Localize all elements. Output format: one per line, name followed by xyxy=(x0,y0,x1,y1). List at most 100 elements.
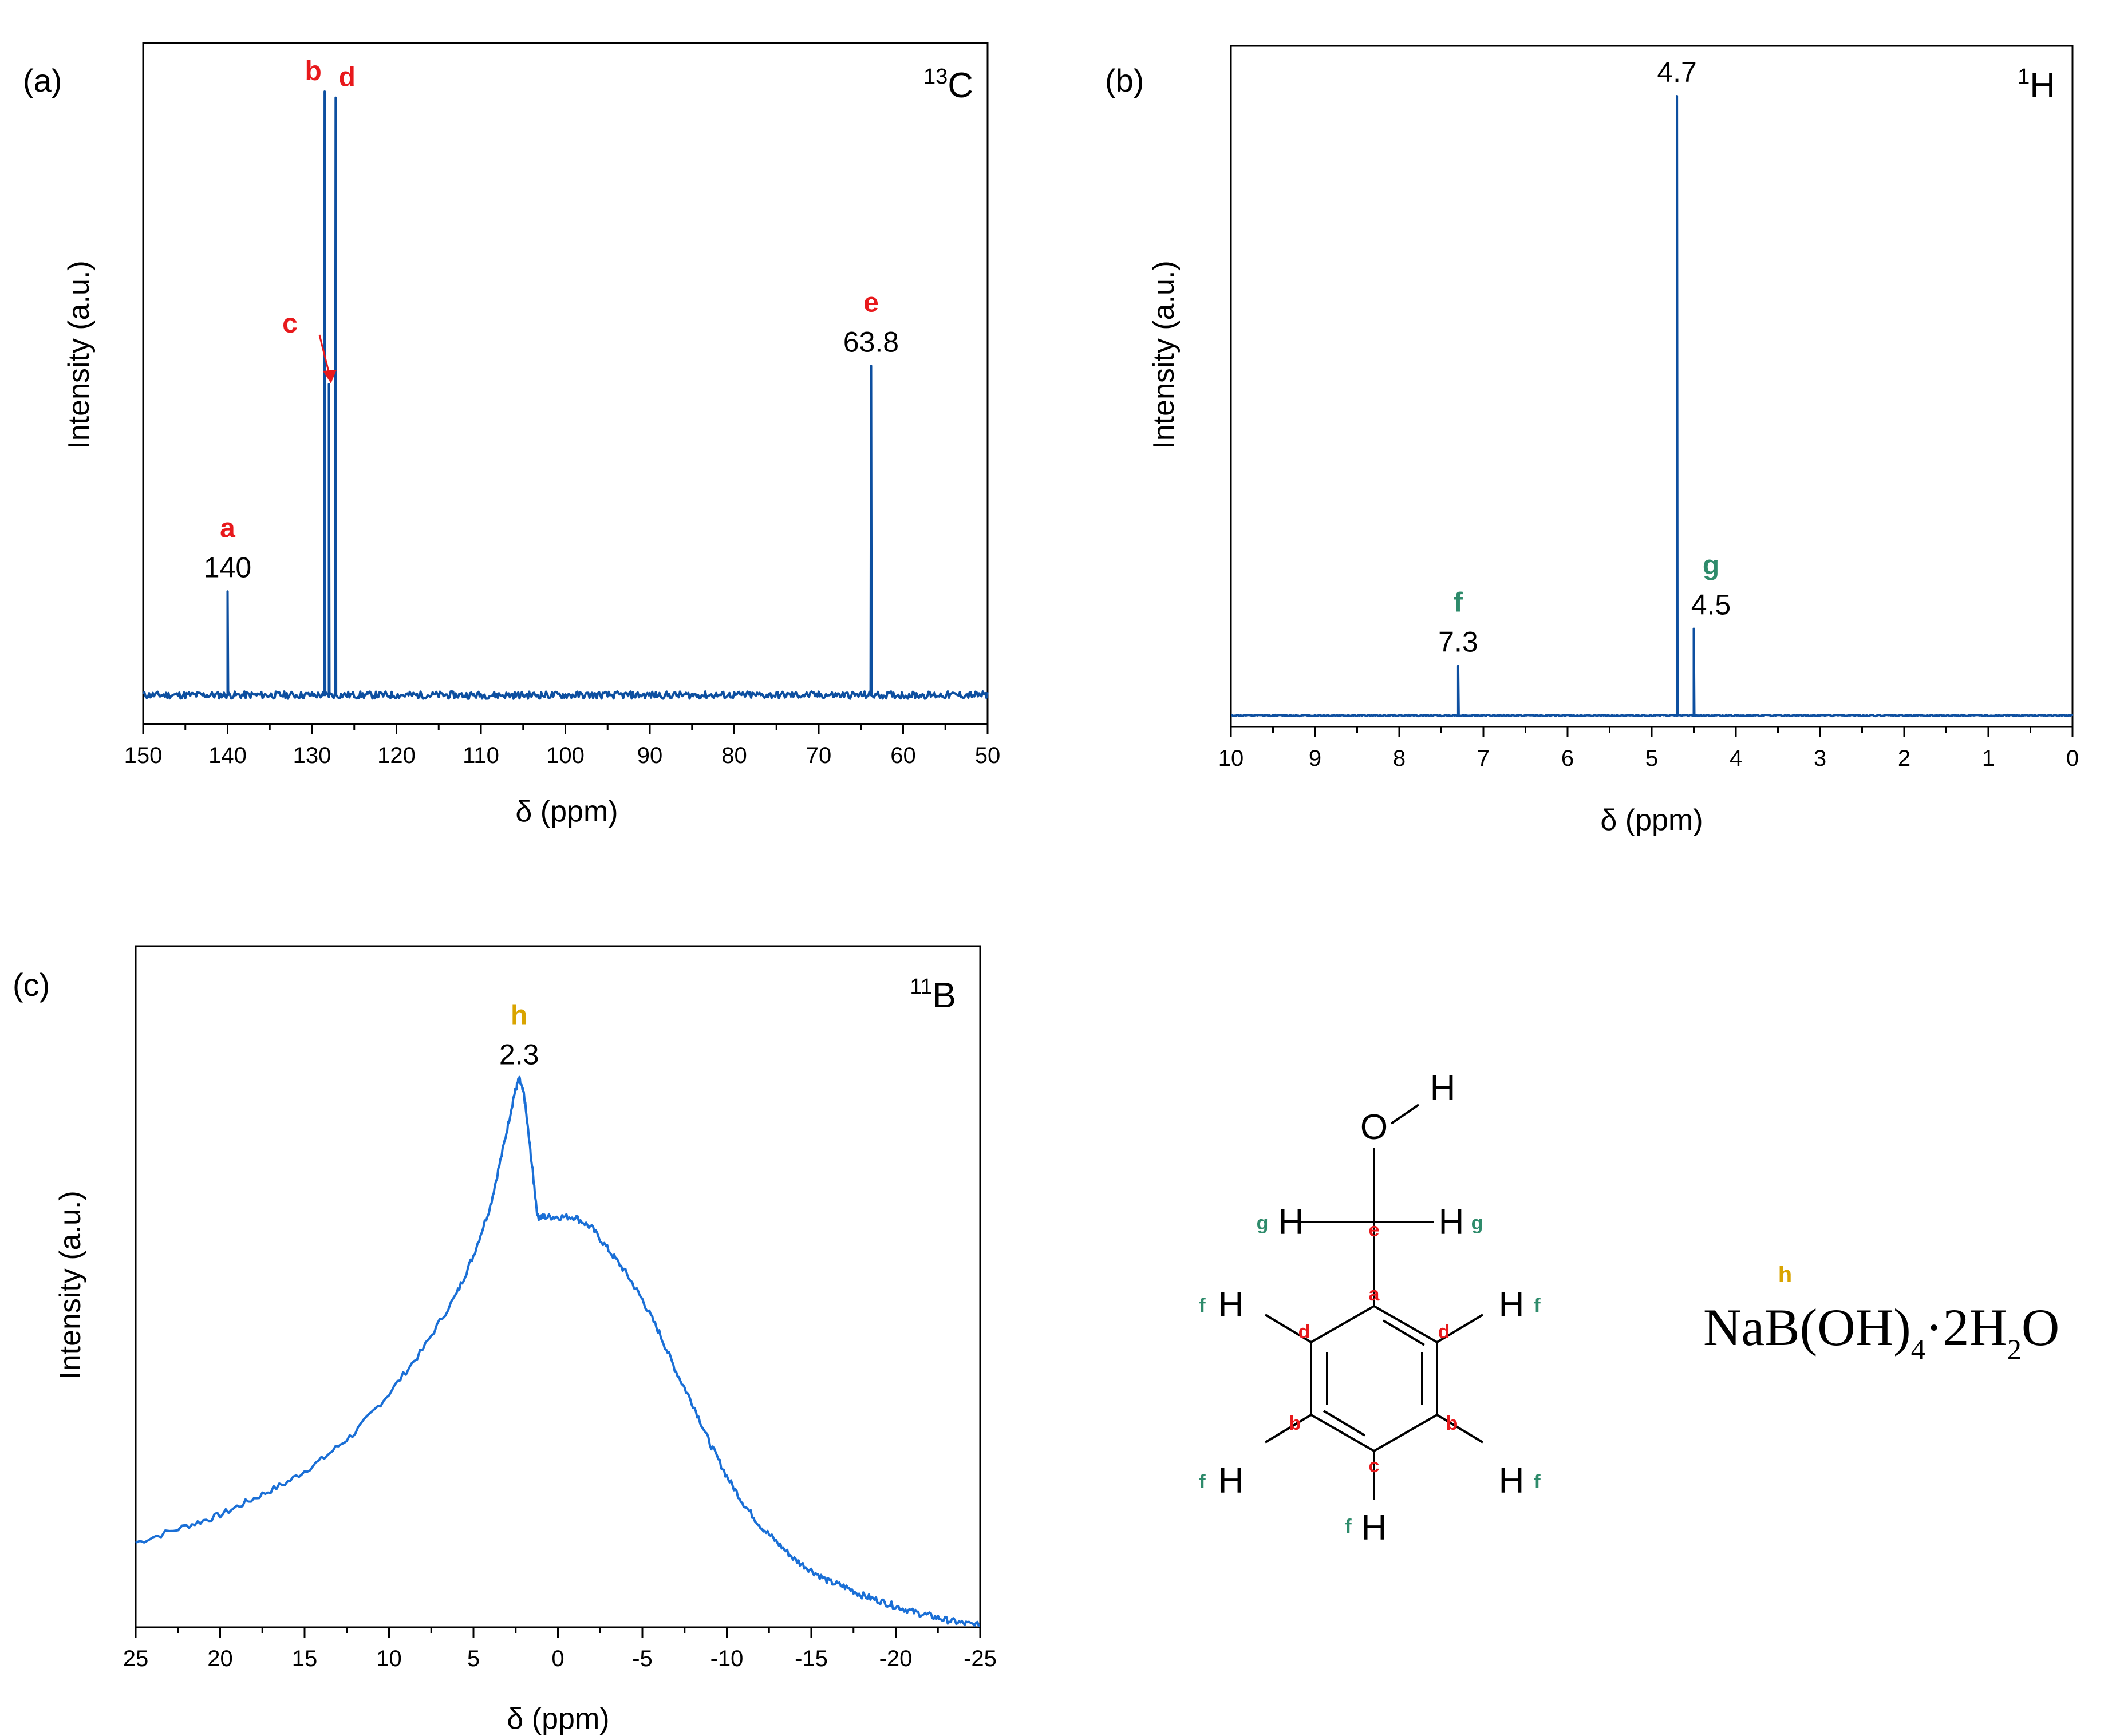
panel-c-peak-labels: 2.3 h xyxy=(499,1001,539,1071)
panel-c-x-ticks: 25 20 15 10 5 0 -5 -10 -15 -20 -25 xyxy=(123,1627,997,1671)
panel-a-label: (a) xyxy=(23,62,62,98)
peak-value-label: 4.7 xyxy=(1657,56,1697,88)
x-tick-label: 110 xyxy=(463,743,499,768)
peak-value-label: 140 xyxy=(204,551,251,583)
sodium-borate-formula: h NaB(OH)4·2H2O xyxy=(1703,1262,2059,1365)
panel-b-x-ticks: 10 9 8 7 6 5 4 3 2 1 0 xyxy=(1218,727,2079,771)
x-tick-label: 9 xyxy=(1309,746,1321,771)
bond-ring-h-lr xyxy=(1436,1414,1484,1444)
panel-a-c-arrowhead xyxy=(323,370,337,383)
panel-a-nucleus-label: 13C xyxy=(923,65,973,105)
atom-o: O xyxy=(1360,1108,1388,1147)
x-tick-label: 140 xyxy=(208,743,247,768)
proton-label-f-ul: f xyxy=(1199,1295,1206,1316)
panel-c-label: (c) xyxy=(13,967,50,1003)
benzene-ring xyxy=(1310,1304,1438,1453)
atom-h-f-ur: H xyxy=(1499,1285,1525,1324)
proton-label-f-lr: f xyxy=(1534,1471,1541,1493)
panel-b-spectrum-line xyxy=(1230,95,2073,718)
peak-value-label: 7.3 xyxy=(1438,626,1478,658)
peak-value-label: 2.3 xyxy=(499,1039,539,1071)
x-tick-label: 150 xyxy=(124,743,163,768)
proton-label-g-left: g xyxy=(1257,1212,1269,1234)
x-tick-label: 0 xyxy=(551,1646,564,1671)
x-tick-label: 25 xyxy=(123,1646,149,1671)
proton-label-g-right: g xyxy=(1471,1212,1483,1234)
bond-ring-h-ur xyxy=(1436,1314,1484,1343)
x-tick-label: 90 xyxy=(637,743,663,768)
peak-letter-g: g xyxy=(1703,551,1719,581)
atom-h-f-ll: H xyxy=(1218,1461,1244,1501)
atom-h-hydroxyl: H xyxy=(1430,1069,1456,1108)
panel-a-ylabel: Intensity (a.u.) xyxy=(62,260,96,449)
panel-b-proton-spectrum: (b) Intensity (a.u.) δ (ppm) 1H 10 9 8 7 6 5 4… xyxy=(1105,45,2079,837)
x-tick-label: 10 xyxy=(376,1646,402,1671)
x-tick-label: 0 xyxy=(2066,746,2079,771)
proton-label-f-bottom: f xyxy=(1345,1516,1352,1537)
bond-o-h xyxy=(1390,1104,1420,1125)
atom-h-f-bottom: H xyxy=(1361,1508,1387,1548)
x-tick-label: 4 xyxy=(1730,746,1742,771)
benzyl-alcohol-structure xyxy=(1264,1104,1484,1500)
panel-c-xlabel: δ (ppm) xyxy=(507,1702,609,1735)
x-tick-label: 100 xyxy=(546,743,585,768)
proton-label-f-ll: f xyxy=(1199,1471,1206,1493)
x-tick-label: -25 xyxy=(964,1646,997,1671)
carbon-label-d-right: d xyxy=(1438,1321,1450,1343)
panel-a-frame xyxy=(142,42,989,725)
atom-h-g-right: H xyxy=(1439,1203,1464,1242)
inner-double-bond-top xyxy=(1382,1319,1426,1346)
peak-letter-d: d xyxy=(339,62,356,93)
panel-c-boron-spectrum: (c) Intensity (a.u.) δ (ppm) 11B 25 20 15 1… xyxy=(13,945,997,1735)
x-tick-label: -5 xyxy=(632,1646,653,1671)
panel-a-spectrum-line xyxy=(142,90,989,700)
carbon-label-e: e xyxy=(1369,1219,1380,1241)
panel-b-label: (b) xyxy=(1105,62,1144,98)
bond-ring-h-ll xyxy=(1264,1414,1312,1444)
x-tick-label: 6 xyxy=(1561,746,1574,771)
formula-text: NaB(OH)4·2H2O xyxy=(1703,1298,2059,1365)
x-tick-label: -15 xyxy=(795,1646,828,1671)
structure-labels: O H H H H H H H H a e d d b b c g g f f … xyxy=(1199,1069,1541,1548)
atom-h-f-lr: H xyxy=(1499,1461,1525,1501)
x-tick-label: 5 xyxy=(467,1646,480,1671)
x-tick-label: 50 xyxy=(975,743,1001,768)
panel-a-peak-labels: 140 a b c d 63.8 e xyxy=(204,56,899,583)
panel-c-ylabel: Intensity (a.u.) xyxy=(54,1191,87,1379)
x-tick-label: -10 xyxy=(710,1646,744,1671)
peak-letter-b: b xyxy=(305,56,321,86)
peak-value-label: 63.8 xyxy=(843,326,899,358)
peak-value-label: 4.5 xyxy=(1691,589,1731,621)
proton-label-f-ur: f xyxy=(1534,1295,1541,1316)
atom-h-f-ul: H xyxy=(1218,1285,1244,1324)
x-tick-label: -20 xyxy=(879,1646,913,1671)
peak-letter-a: a xyxy=(220,513,235,543)
panel-c-frame xyxy=(135,945,981,1628)
x-tick-label: 70 xyxy=(806,743,832,768)
peak-letter-c: c xyxy=(282,309,298,339)
x-tick-label: 3 xyxy=(1814,746,1826,771)
x-tick-label: 20 xyxy=(207,1646,233,1671)
x-tick-label: 60 xyxy=(890,743,916,768)
x-tick-label: 5 xyxy=(1645,746,1658,771)
x-tick-label: 1 xyxy=(1982,746,1995,771)
peak-letter-h: h xyxy=(511,1001,527,1031)
panel-a-x-ticks: 150 140 130 120 110 100 90 80 70 60 50 xyxy=(124,724,1001,768)
panel-c-spectrum-line xyxy=(135,1075,980,1627)
panel-a-carbon-spectrum: (a) Intensity (a.u.) δ (ppm) 13C 150 140 1… xyxy=(23,42,1001,828)
x-tick-label: 120 xyxy=(377,743,416,768)
panel-b-nucleus-label: 1H xyxy=(2018,65,2055,105)
panel-b-peak-labels: 7.3 f 4.7 4.5 g xyxy=(1438,56,1731,658)
panel-a-xlabel: δ (ppm) xyxy=(515,795,618,828)
x-tick-label: 130 xyxy=(293,743,331,768)
atom-h-g-left: H xyxy=(1278,1203,1304,1242)
inner-double-bond-bottom xyxy=(1323,1410,1366,1437)
formula-label-h: h xyxy=(1778,1262,1792,1287)
panel-b-frame xyxy=(1230,45,2074,728)
carbon-label-b-right: b xyxy=(1446,1413,1458,1434)
x-tick-label: 8 xyxy=(1393,746,1406,771)
panel-b-xlabel: δ (ppm) xyxy=(1600,804,1703,837)
peak-letter-e: e xyxy=(863,287,879,318)
peak-letter-f: f xyxy=(1454,587,1463,618)
